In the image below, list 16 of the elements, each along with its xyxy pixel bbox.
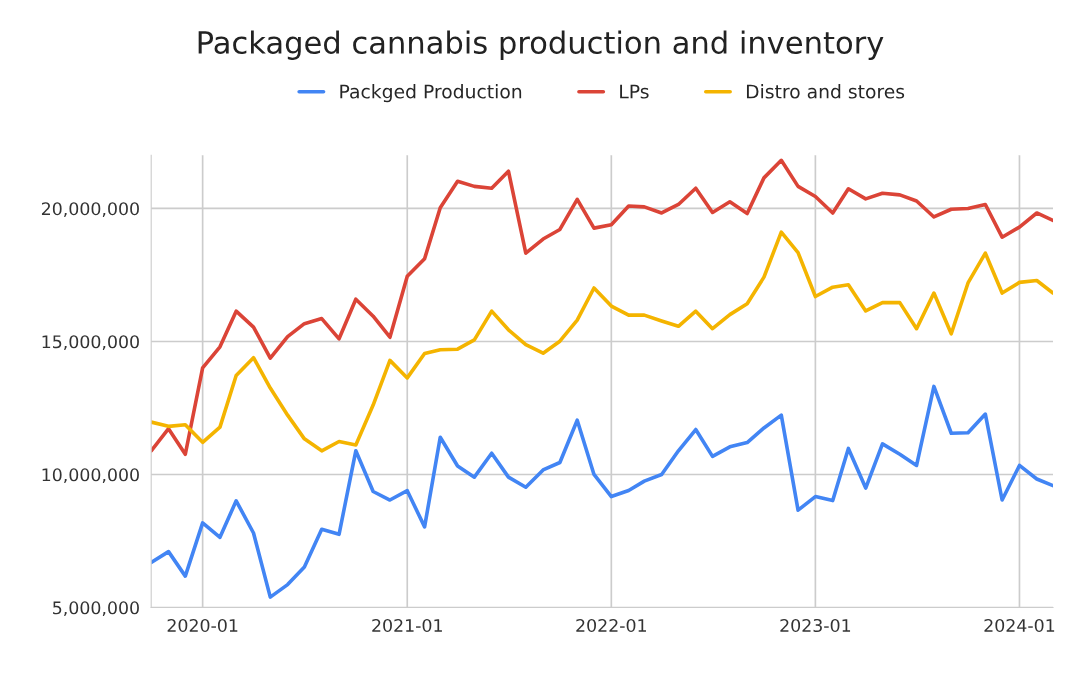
x-tick-label: 2022-01 (576, 618, 646, 633)
legend-label: Packged Production (340, 84, 522, 103)
chart-title: Packaged cannabis production and inventory (198, 30, 884, 60)
y-tick-label: 15,000,000 (42, 335, 139, 351)
x-tick-label: 2023-01 (780, 618, 851, 633)
x-tick-label: 2024-01 (984, 618, 1055, 633)
x-tick-label: 2020-01 (167, 618, 238, 633)
legend-label: Distro and stores (746, 84, 905, 99)
x-tick-label: 2021-01 (372, 618, 442, 633)
y-tick-label: 10,000,000 (42, 468, 139, 484)
y-tick-label: 20,000,000 (41, 202, 139, 218)
line-series (151, 158, 1053, 457)
line-series (151, 384, 1053, 599)
line-series (151, 230, 1053, 453)
legend-label: LPs (620, 84, 649, 99)
y-tick-label: 5,000,000 (53, 601, 139, 617)
